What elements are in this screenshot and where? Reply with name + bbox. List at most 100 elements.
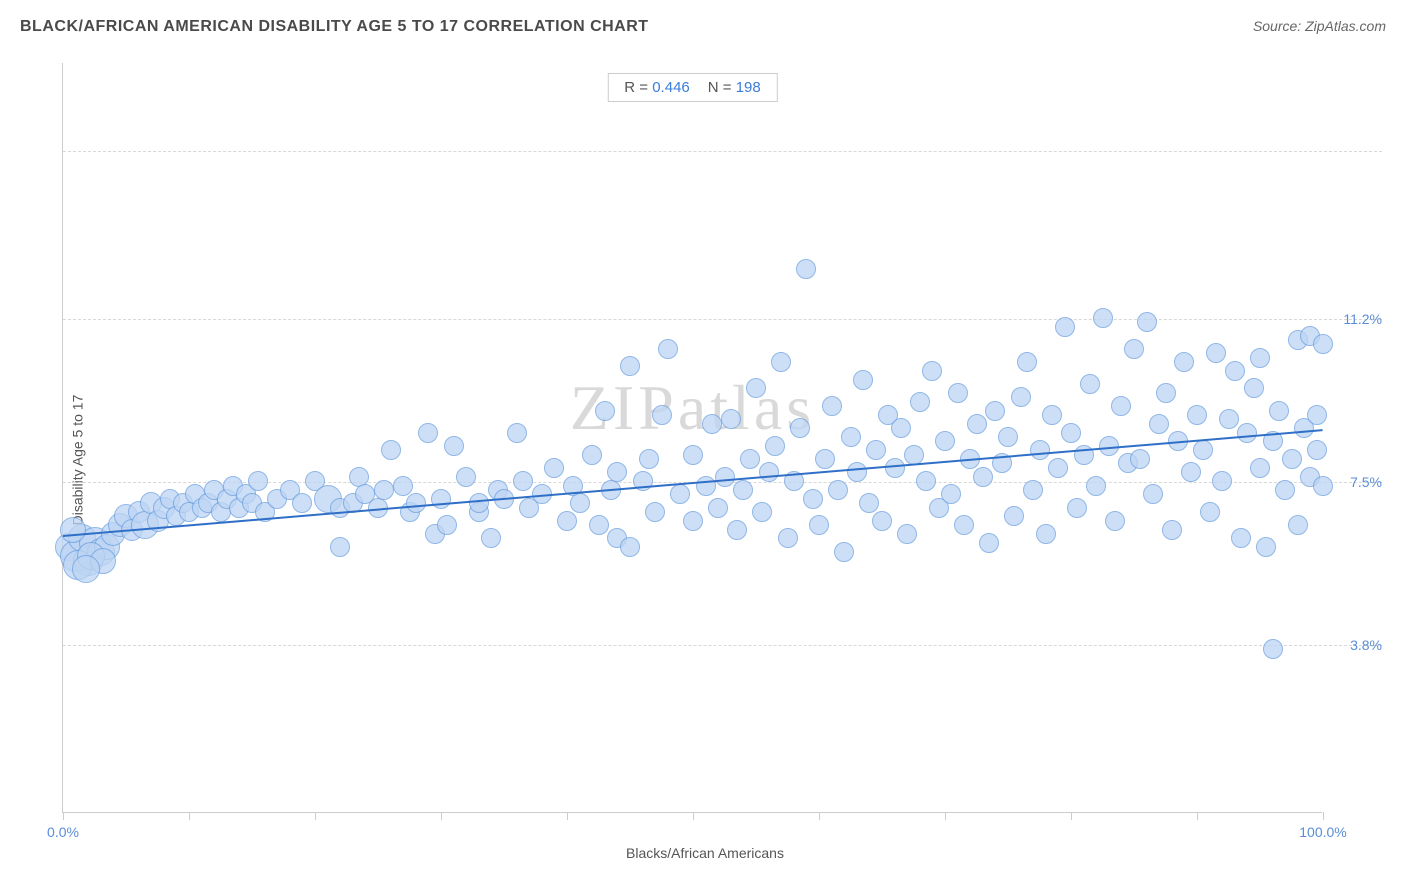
data-point [658, 339, 678, 359]
x-tick [945, 812, 946, 820]
data-point [1124, 339, 1144, 359]
data-point [620, 356, 640, 376]
data-point [759, 462, 779, 482]
data-point [1048, 458, 1068, 478]
data-point [1269, 401, 1289, 421]
data-point [481, 528, 501, 548]
data-point [639, 449, 659, 469]
data-point [904, 445, 924, 465]
data-point [1256, 537, 1276, 557]
data-point [803, 489, 823, 509]
data-point [557, 511, 577, 531]
data-point [1263, 639, 1283, 659]
chart-header: BLACK/AFRICAN AMERICAN DISABILITY AGE 5 … [20, 18, 1386, 36]
data-point [437, 515, 457, 535]
data-point [897, 524, 917, 544]
data-point [866, 440, 886, 460]
chart-container: Disability Age 5 to 17 Blacks/African Am… [20, 55, 1390, 865]
data-point [998, 427, 1018, 447]
plot-area: ZIPatlas R = 0.446 N = 198 3.8%7.5%11.2%… [62, 63, 1322, 813]
data-point [645, 502, 665, 522]
x-tick [441, 812, 442, 820]
data-point [1244, 378, 1264, 398]
data-point [1055, 317, 1075, 337]
data-point [954, 515, 974, 535]
data-point [1200, 502, 1220, 522]
data-point [1181, 462, 1201, 482]
data-point [1250, 458, 1270, 478]
data-point [702, 414, 722, 434]
data-point [967, 414, 987, 434]
data-point [60, 517, 86, 543]
x-tick [819, 812, 820, 820]
data-point [1174, 352, 1194, 372]
data-point [544, 458, 564, 478]
y-tick-label: 11.2% [1327, 311, 1382, 327]
x-tick [1197, 812, 1198, 820]
data-point [1237, 423, 1257, 443]
data-point [1307, 405, 1327, 425]
data-point [1156, 383, 1176, 403]
data-point [847, 462, 867, 482]
data-point [859, 493, 879, 513]
data-point [916, 471, 936, 491]
data-point [582, 445, 602, 465]
data-point [444, 436, 464, 456]
x-tick [1323, 812, 1324, 820]
data-point [406, 493, 426, 513]
x-tick [315, 812, 316, 820]
data-point [765, 436, 785, 456]
data-point [248, 471, 268, 491]
data-point [740, 449, 760, 469]
data-point [1143, 484, 1163, 504]
data-point [696, 476, 716, 496]
data-point [1036, 524, 1056, 544]
data-point [872, 511, 892, 531]
data-point [595, 401, 615, 421]
data-point [809, 515, 829, 535]
stat-r: R = 0.446 [624, 79, 689, 96]
data-point [456, 467, 476, 487]
data-point [683, 511, 703, 531]
y-tick-label: 3.8% [1327, 637, 1382, 653]
data-point [822, 396, 842, 416]
data-point [1313, 476, 1333, 496]
data-point [670, 484, 690, 504]
gridline [63, 151, 1382, 152]
data-point [708, 498, 728, 518]
data-point [1212, 471, 1232, 491]
x-tick-label: 0.0% [47, 824, 79, 840]
data-point [973, 467, 993, 487]
data-point [381, 440, 401, 460]
y-tick-label: 7.5% [1327, 474, 1382, 490]
data-point [841, 427, 861, 447]
data-point [733, 480, 753, 500]
data-point [513, 471, 533, 491]
gridline [63, 645, 1382, 646]
data-point [1023, 480, 1043, 500]
data-point [885, 458, 905, 478]
data-point [790, 418, 810, 438]
data-point [374, 480, 394, 500]
data-point [589, 515, 609, 535]
data-point [607, 462, 627, 482]
data-point [1275, 480, 1295, 500]
stats-box: R = 0.446 N = 198 [607, 73, 777, 102]
data-point [1086, 476, 1106, 496]
data-point [746, 378, 766, 398]
data-point [1004, 506, 1024, 526]
data-point [910, 392, 930, 412]
data-point [1137, 312, 1157, 332]
data-point [796, 259, 816, 279]
x-tick-label: 100.0% [1299, 824, 1346, 840]
data-point [1042, 405, 1062, 425]
data-point [1011, 387, 1031, 407]
x-tick [1071, 812, 1072, 820]
chart-title: BLACK/AFRICAN AMERICAN DISABILITY AGE 5 … [20, 18, 649, 36]
data-point [778, 528, 798, 548]
data-point [1017, 352, 1037, 372]
data-point [1250, 348, 1270, 368]
data-point [620, 537, 640, 557]
x-tick [567, 812, 568, 820]
x-tick [693, 812, 694, 820]
